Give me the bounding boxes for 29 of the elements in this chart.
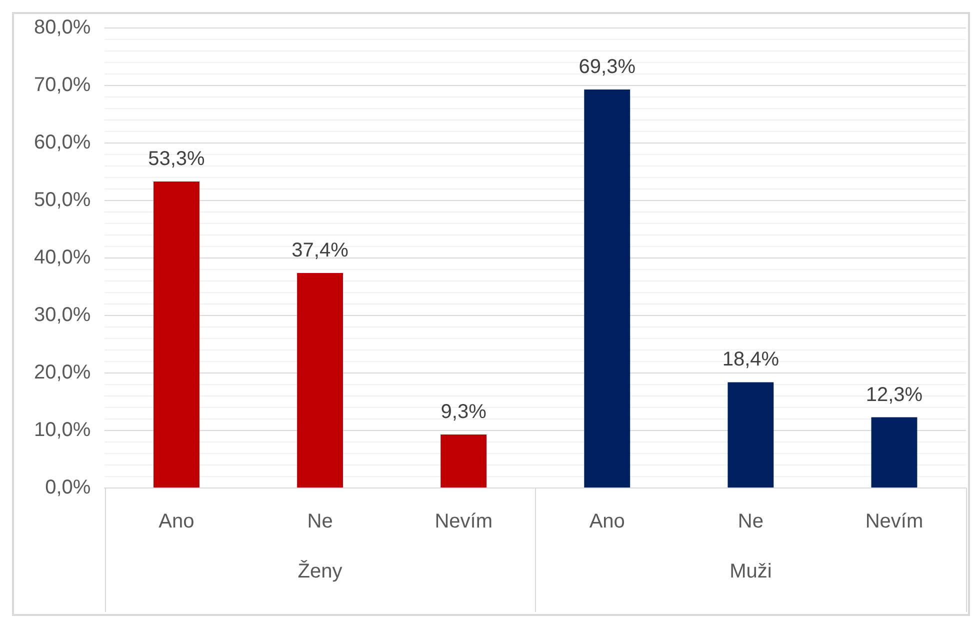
text: Muži xyxy=(730,560,772,583)
y-tick-label: 80,0% xyxy=(34,16,91,39)
y-tick-label: 10,0% xyxy=(34,419,91,442)
y-tick-label: 30,0% xyxy=(34,304,91,326)
data-label: 37,4% xyxy=(292,239,349,262)
x-tick-label: Ano xyxy=(158,510,194,533)
data-label: 53,3% xyxy=(148,148,206,170)
x-tick-label: Ne xyxy=(307,510,333,533)
x-tick-label: Ano xyxy=(589,510,625,533)
data-label: 69,3% xyxy=(578,56,636,78)
x-tick-label: Nevím xyxy=(434,510,492,533)
bar xyxy=(440,434,487,488)
data-label: 18,4% xyxy=(722,348,780,371)
data-label: 12,3% xyxy=(866,384,923,406)
bar xyxy=(584,90,630,488)
y-tick-label: 40,0% xyxy=(34,246,91,269)
y-tick-label: 60,0% xyxy=(34,132,91,154)
y-tick-label: 50,0% xyxy=(34,189,91,212)
y-tick-label: 0,0% xyxy=(45,476,91,499)
bar xyxy=(871,417,918,488)
y-tick-label: 20,0% xyxy=(34,362,91,384)
data-label: 9,3% xyxy=(440,401,487,424)
bar xyxy=(297,272,343,488)
bar xyxy=(728,382,774,488)
x-tick-label: Ne xyxy=(738,510,764,533)
y-tick-label: 70,0% xyxy=(34,74,91,96)
bar xyxy=(154,182,200,488)
x-tick-label: Nevím xyxy=(865,510,924,533)
text: Ženy xyxy=(298,560,342,583)
